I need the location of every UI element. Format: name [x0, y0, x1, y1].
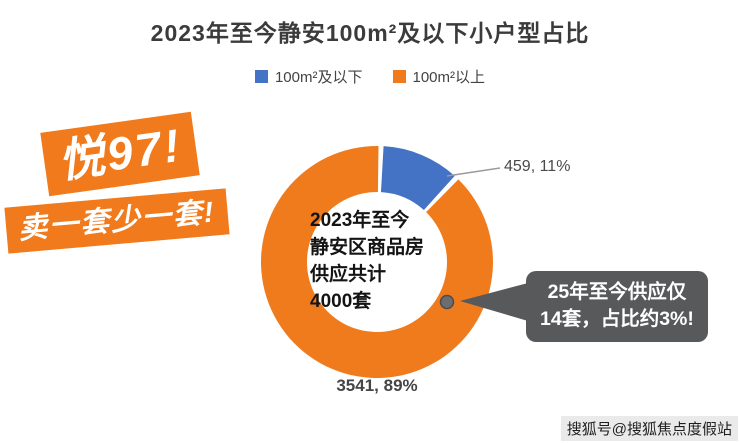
legend-label: 100m²以上	[412, 69, 486, 86]
annotation-leader-line	[446, 167, 501, 177]
callout-line-1: 25年至今供应仅	[547, 281, 687, 303]
annotation-blue-slice: 459, 11%	[504, 158, 571, 175]
watermark-text: 搜狐号@搜狐焦点度假站	[560, 416, 738, 441]
legend-swatch-blue	[254, 70, 268, 83]
donut-slice-100m²及以下	[380, 146, 455, 211]
callout-anchor-dot	[439, 294, 455, 310]
annotation-orange-slice: 3541, 89%	[336, 376, 418, 395]
center-line-2: 静安区商品房	[310, 237, 425, 259]
center-line-3: 供应共计	[310, 264, 387, 285]
donut-slice-100m²以上	[261, 145, 493, 378]
legend-item-over-100: 100m²以上	[392, 66, 486, 87]
donut-center-label: 2023年至今 静安区商品房 供应共计 4000套	[310, 208, 444, 316]
donut-slices	[261, 145, 493, 378]
callout-line-2: 14套，占比约3%!	[540, 308, 694, 331]
callout-tail	[460, 283, 528, 321]
legend-label: 100m²及以下	[274, 69, 363, 86]
legend-item-under-100: 100m²及以下	[254, 66, 363, 87]
legend-swatch-orange	[392, 70, 406, 83]
callout-badge: 25年至今供应仅 14套，占比约3%!	[526, 271, 708, 342]
chart-title: 2023年至今静安100m²及以下小户型占比	[150, 20, 590, 46]
center-line-4: 4000套	[310, 290, 372, 312]
chart-legend: 100m²及以下 100m²以上	[0, 66, 740, 87]
center-line-1: 2023年至今	[310, 210, 410, 232]
